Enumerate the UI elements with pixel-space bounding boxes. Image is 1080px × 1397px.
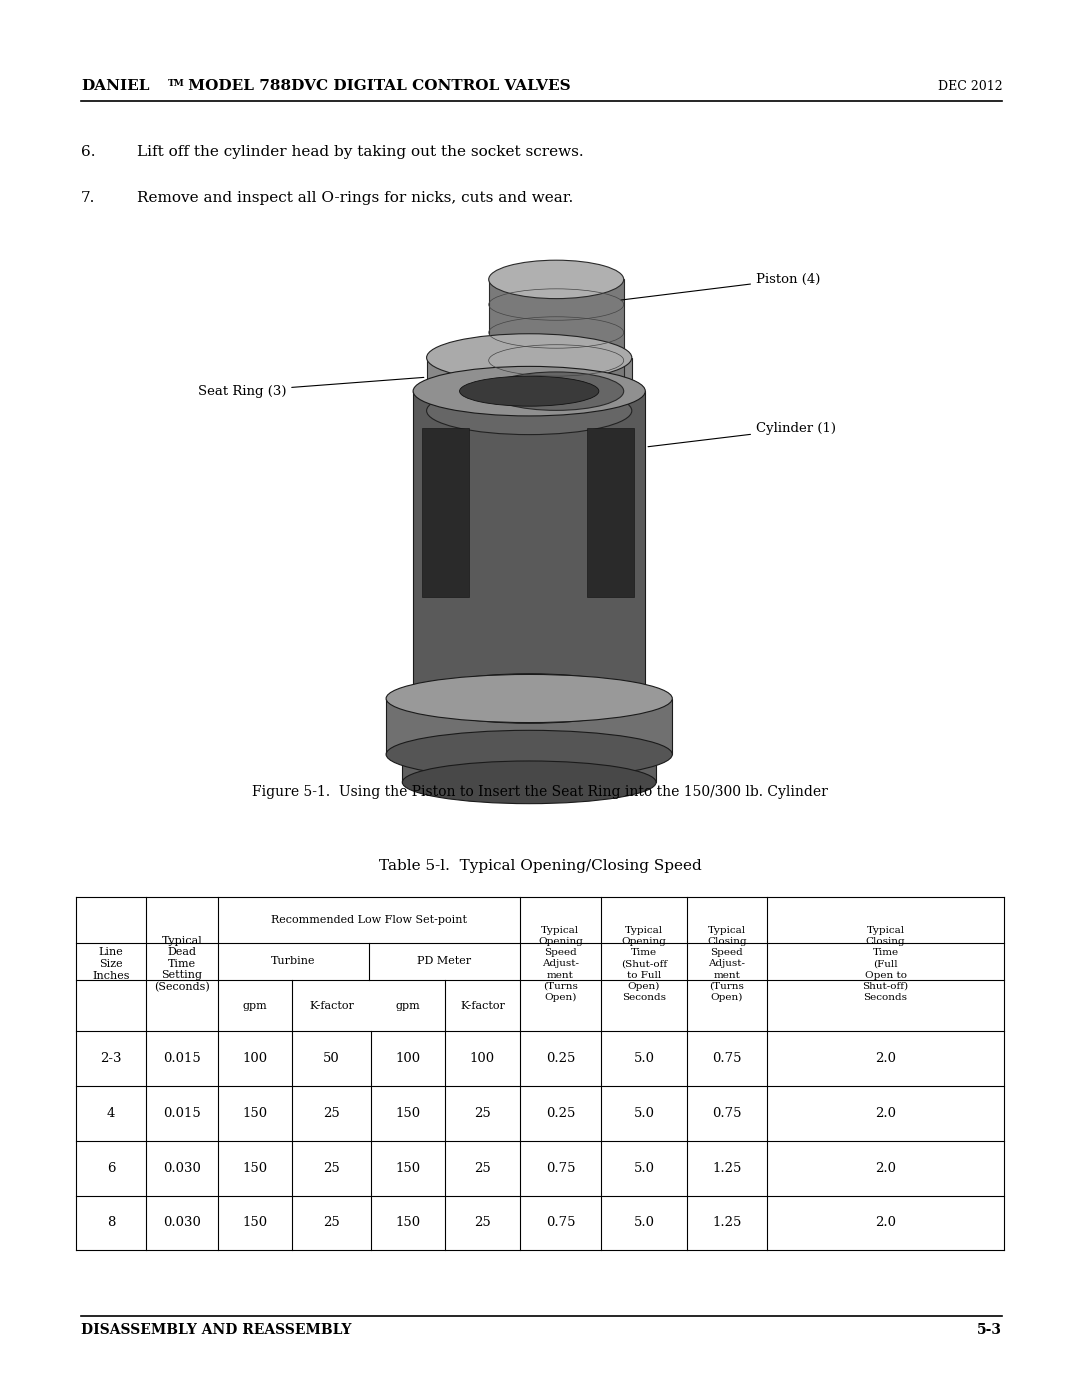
Text: Lift off the cylinder head by taking out the socket screws.: Lift off the cylinder head by taking out…	[137, 145, 584, 159]
Polygon shape	[414, 391, 646, 698]
Text: DISASSEMBLY AND REASSEMBLY: DISASSEMBLY AND REASSEMBLY	[81, 1323, 351, 1337]
Text: gpm: gpm	[243, 1000, 267, 1010]
Text: Recommended Low Flow Set-point: Recommended Low Flow Set-point	[271, 915, 467, 925]
Text: Typical
Opening
Time
(Shut-off
to Full
Open)
Seconds: Typical Opening Time (Shut-off to Full O…	[621, 926, 667, 1002]
Text: 0.75: 0.75	[712, 1052, 742, 1065]
Text: Cylinder (1): Cylinder (1)	[648, 422, 836, 447]
Polygon shape	[427, 358, 632, 411]
Ellipse shape	[489, 260, 624, 299]
Text: 150: 150	[242, 1217, 268, 1229]
Ellipse shape	[387, 675, 672, 722]
Text: 25: 25	[323, 1162, 340, 1175]
Text: 8: 8	[107, 1217, 116, 1229]
Text: 0.75: 0.75	[545, 1162, 576, 1175]
Text: 100: 100	[242, 1052, 268, 1065]
Text: 25: 25	[474, 1162, 490, 1175]
Text: 5-3: 5-3	[977, 1323, 1002, 1337]
Text: 150: 150	[242, 1162, 268, 1175]
Text: 6: 6	[107, 1162, 116, 1175]
Ellipse shape	[414, 673, 646, 724]
Text: Line
Size
Inches: Line Size Inches	[92, 947, 130, 981]
Ellipse shape	[387, 731, 672, 778]
Text: Typical
Opening
Speed
Adjust-
ment
(Turns
Open): Typical Opening Speed Adjust- ment (Turn…	[538, 926, 583, 1002]
Text: 100: 100	[470, 1052, 495, 1065]
Text: 0.030: 0.030	[163, 1162, 201, 1175]
Text: 2-3: 2-3	[100, 1052, 122, 1065]
Text: 50: 50	[323, 1052, 340, 1065]
Text: 0.015: 0.015	[163, 1106, 201, 1120]
Text: 2.0: 2.0	[875, 1106, 896, 1120]
Text: 0.25: 0.25	[545, 1052, 576, 1065]
Text: gpm: gpm	[395, 1000, 420, 1010]
Ellipse shape	[427, 334, 632, 381]
Text: 2.0: 2.0	[875, 1217, 896, 1229]
Text: 0.75: 0.75	[712, 1106, 742, 1120]
Ellipse shape	[427, 387, 632, 434]
Ellipse shape	[414, 366, 646, 416]
Text: 1.25: 1.25	[712, 1217, 741, 1229]
Text: Turbine: Turbine	[271, 957, 315, 967]
Text: 0.75: 0.75	[545, 1217, 576, 1229]
Text: 150: 150	[395, 1106, 421, 1120]
Polygon shape	[422, 427, 469, 597]
Text: 5.0: 5.0	[634, 1052, 654, 1065]
Text: 25: 25	[323, 1106, 340, 1120]
Text: 6.: 6.	[81, 145, 95, 159]
Text: 5.0: 5.0	[634, 1162, 654, 1175]
Text: 2.0: 2.0	[875, 1162, 896, 1175]
Text: Typical
Dead
Time
Setting
(Seconds): Typical Dead Time Setting (Seconds)	[154, 936, 210, 992]
Text: Typical
Closing
Time
(Full
Open to
Shut-off)
Seconds: Typical Closing Time (Full Open to Shut-…	[863, 926, 908, 1002]
Text: 2.0: 2.0	[875, 1052, 896, 1065]
Text: 0.015: 0.015	[163, 1052, 201, 1065]
Text: MODEL 788DVC DIGITAL CONTROL VALVES: MODEL 788DVC DIGITAL CONTROL VALVES	[183, 78, 570, 92]
Text: DEC 2012: DEC 2012	[937, 80, 1002, 92]
Text: 100: 100	[395, 1052, 421, 1065]
Text: 150: 150	[395, 1162, 421, 1175]
Polygon shape	[488, 279, 624, 391]
Text: Figure 5-1.  Using the Piston to Insert the Seat Ring into the 150/300 lb. Cylin: Figure 5-1. Using the Piston to Insert t…	[252, 785, 828, 799]
Polygon shape	[402, 754, 656, 782]
Ellipse shape	[489, 372, 624, 411]
Text: 0.25: 0.25	[545, 1106, 576, 1120]
Text: 25: 25	[323, 1217, 340, 1229]
Text: Table 5-l.  Typical Opening/Closing Speed: Table 5-l. Typical Opening/Closing Speed	[379, 859, 701, 873]
Text: TM: TM	[167, 80, 185, 88]
Text: DANIEL: DANIEL	[81, 78, 149, 92]
Text: 150: 150	[242, 1106, 268, 1120]
Text: Piston (4): Piston (4)	[621, 272, 821, 300]
Text: 5.0: 5.0	[634, 1217, 654, 1229]
Polygon shape	[588, 427, 634, 597]
Ellipse shape	[403, 761, 657, 803]
Text: 25: 25	[474, 1106, 490, 1120]
Polygon shape	[387, 698, 672, 754]
Text: PD Meter: PD Meter	[417, 957, 471, 967]
Text: 1.25: 1.25	[712, 1162, 741, 1175]
Text: K-factor: K-factor	[460, 1000, 504, 1010]
Text: K-factor: K-factor	[309, 1000, 354, 1010]
Text: 150: 150	[395, 1217, 421, 1229]
Text: 0.030: 0.030	[163, 1217, 201, 1229]
Text: 7.: 7.	[81, 191, 95, 205]
Text: 4: 4	[107, 1106, 116, 1120]
Text: Remove and inspect all O-rings for nicks, cuts and wear.: Remove and inspect all O-rings for nicks…	[137, 191, 573, 205]
Text: 5.0: 5.0	[634, 1106, 654, 1120]
Ellipse shape	[460, 376, 599, 407]
Text: Typical
Closing
Speed
Adjust-
ment
(Turns
Open): Typical Closing Speed Adjust- ment (Turn…	[707, 926, 746, 1002]
Text: Seat Ring (3): Seat Ring (3)	[198, 377, 423, 398]
Text: 25: 25	[474, 1217, 490, 1229]
